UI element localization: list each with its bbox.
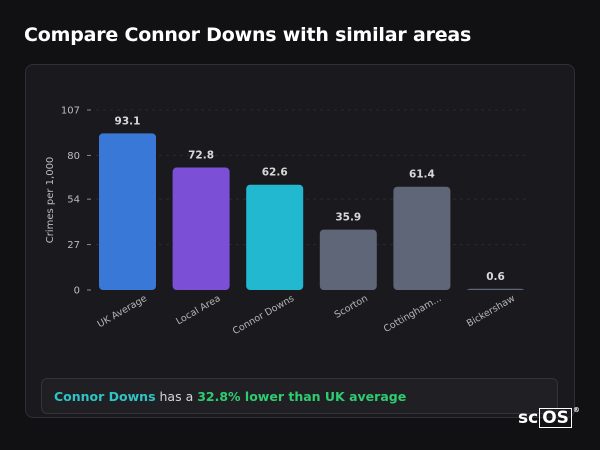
y-tick-label: 80	[67, 151, 80, 162]
x-tick-label: Cottingham...	[382, 293, 444, 335]
bar-value-label: 72.8	[188, 150, 214, 162]
bar	[393, 186, 451, 290]
bar	[467, 288, 524, 290]
summary-middle: has a	[159, 388, 194, 404]
bar-value-label: 93.1	[115, 115, 141, 127]
logo-boxed: OS	[539, 408, 572, 428]
summary-area: Connor Downs	[54, 388, 156, 404]
x-tick-label: Local Area	[174, 293, 222, 327]
summary-box: Connor Downs has a 32.8% lower than UK a…	[41, 378, 558, 414]
y-tick-label: 54	[67, 195, 80, 206]
logo: sc OS ®	[518, 406, 580, 428]
bar-value-label: 0.6	[486, 271, 505, 283]
logo-mark: ®	[572, 406, 580, 414]
summary-comparison: 32.8% lower than UK average	[197, 388, 407, 404]
y-axis-label: Crimes per 1,000	[45, 157, 56, 244]
bars: 93.1 UK Average 72.8 Local Area 62.6 Connor D…	[96, 115, 524, 337]
bar	[246, 184, 304, 290]
bar-value-label: 61.4	[409, 169, 435, 181]
bar	[99, 133, 156, 290]
x-tick-label: UK Average	[96, 293, 149, 330]
x-tick-label: Bickershaw	[465, 293, 517, 330]
y-axis: 0 27 54 80 107	[61, 106, 528, 297]
page-title: Compare Connor Downs with similar areas	[24, 24, 472, 46]
logo-prefix: sc	[518, 408, 539, 428]
y-tick-label: 107	[61, 106, 80, 117]
bar	[172, 167, 230, 290]
bar-value-label: 62.6	[262, 167, 288, 179]
x-tick-label: Connor Downs	[231, 293, 296, 337]
y-tick-label: 27	[67, 240, 80, 251]
x-tick-label: Scorton	[333, 293, 370, 321]
bar	[319, 229, 377, 290]
y-tick-label: 0	[74, 286, 80, 297]
bar-value-label: 35.9	[335, 212, 361, 224]
